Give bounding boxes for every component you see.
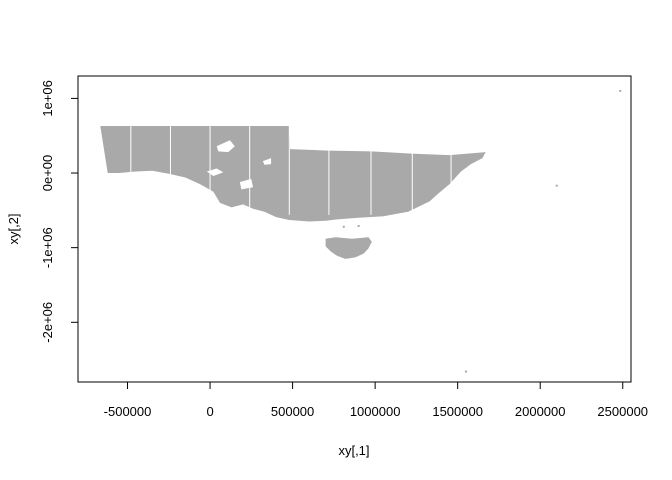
y-tick-label: 0e+00 — [40, 155, 55, 192]
y-tick-label: -1e+06 — [40, 227, 55, 268]
outlier-point — [464, 370, 467, 373]
x-tick-label: 2500000 — [597, 404, 648, 419]
plot-box — [77, 75, 632, 383]
x-axis-title: xy[,1] — [338, 443, 369, 458]
outlier-points-layer — [342, 89, 622, 373]
hole — [206, 168, 224, 176]
hole-layer — [206, 140, 272, 190]
x-tick-label: 1000000 — [350, 404, 401, 419]
x-tick-label: 500000 — [271, 404, 314, 419]
y-axis: 1e+06 0e+00 -1e+06 -2e+06 — [40, 80, 79, 343]
x-tick-label: 0 — [206, 404, 213, 419]
hole — [216, 140, 235, 153]
outlier-point — [555, 184, 558, 187]
column-separator-layer — [130, 125, 452, 215]
x-tick-label: 1500000 — [432, 404, 483, 419]
y-tick-label: -2e+06 — [40, 302, 55, 343]
y-tick-label: 1e+06 — [40, 80, 55, 117]
tasmania-polygon-layer — [325, 237, 372, 259]
x-tick-label: -500000 — [104, 404, 152, 419]
hole — [239, 179, 253, 190]
outlier-point — [619, 89, 622, 92]
x-tick-label: 2000000 — [515, 404, 566, 419]
y-axis-title: xy[,2] — [6, 213, 21, 244]
hole — [262, 158, 272, 165]
mainland-polygon-layer — [100, 126, 486, 222]
mainland-polygon — [100, 126, 486, 222]
outlier-point — [342, 225, 345, 228]
tasmania-polygon — [325, 237, 372, 259]
outlier-point — [357, 225, 360, 228]
x-axis: -500000 0 500000 1000000 1500000 2000000 25000… — [104, 381, 648, 419]
